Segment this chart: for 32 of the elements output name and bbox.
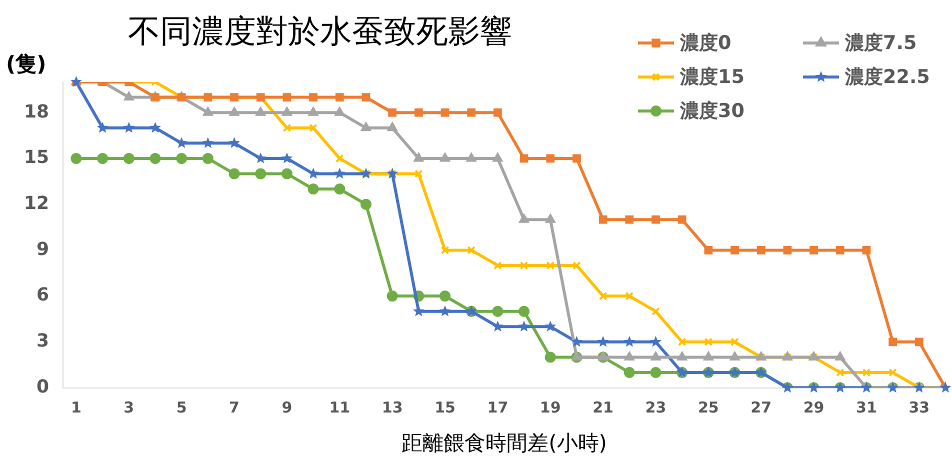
- x-tick-label: 3: [124, 398, 134, 417]
- x-tick-label: 19: [540, 398, 561, 417]
- legend-label: 濃度30: [680, 99, 744, 124]
- y-tick-label: 18: [24, 101, 50, 122]
- y-axis-title: (隻): [6, 51, 46, 78]
- legend-label: 濃度22.5: [845, 65, 930, 90]
- x-tick-label: 15: [434, 398, 456, 417]
- y-tick-label: 12: [24, 192, 50, 214]
- y-tick-label: 3: [36, 330, 50, 352]
- y-tick-label: 9: [36, 238, 50, 260]
- x-tick-label: 21: [592, 398, 614, 417]
- x-tick-label: 1: [71, 398, 82, 417]
- x-tick-label: 5: [176, 398, 187, 417]
- y-tick-label: 15: [24, 147, 50, 168]
- x-tick-label: 17: [487, 398, 508, 417]
- x-tick-label: 29: [803, 398, 824, 417]
- x-tick-label: 7: [229, 398, 240, 417]
- legend-label: 濃度15: [680, 65, 744, 90]
- x-axis-title: 距離餵食時間差(小時): [402, 430, 607, 455]
- x-tick-label: 33: [908, 398, 930, 417]
- legend-label: 濃度7.5: [845, 31, 917, 56]
- chart-title: 不同濃度對於水蚕致死影響: [128, 11, 512, 52]
- x-tick-label: 11: [329, 398, 350, 417]
- x-tick-label: 27: [750, 398, 772, 417]
- x-tick-label: 23: [645, 398, 666, 417]
- x-tick-label: 25: [698, 398, 719, 417]
- y-tick-label: 6: [36, 284, 50, 306]
- y-tick-label: 0: [36, 376, 50, 398]
- x-tick-label: 13: [382, 398, 403, 417]
- legend-label: 濃度0: [680, 31, 732, 56]
- x-tick-label: 9: [282, 398, 292, 417]
- x-tick-label: 31: [856, 398, 877, 417]
